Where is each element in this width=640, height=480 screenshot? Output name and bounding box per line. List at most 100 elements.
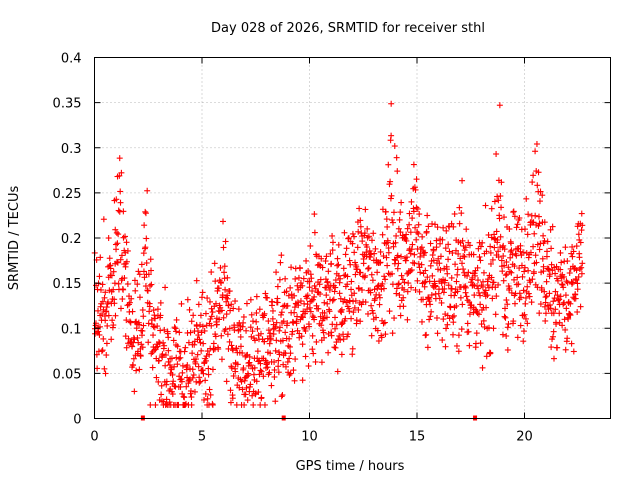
data-point [445,256,452,263]
data-point [527,249,534,256]
data-point [459,177,466,184]
data-point [305,363,312,370]
data-point [402,257,409,264]
data-point [322,258,329,265]
data-point [329,232,336,239]
data-point [213,321,220,328]
data-point [407,268,414,275]
data-point [278,311,285,318]
data-point [115,207,122,214]
data-point [514,334,521,341]
data-point [535,222,542,229]
data-point [455,348,462,355]
data-point [261,338,268,345]
plot-frame [94,57,611,419]
data-point [449,331,456,338]
data-point [403,237,410,244]
data-point [317,291,324,298]
data-point [207,316,214,323]
y-axis-label: SRMTID / TECUs [7,186,22,291]
data-point [273,269,280,276]
data-point [541,219,548,226]
data-point [123,344,130,351]
data-point [201,359,208,366]
data-point [452,261,459,268]
data-point [264,294,271,301]
data-point [418,318,425,325]
data-point [573,277,580,284]
data-point [118,169,125,176]
data-point [524,283,531,290]
data-point [323,314,330,321]
data-point [416,288,423,295]
data-point [381,273,388,280]
data-point [299,341,306,348]
data-point [495,248,502,255]
data-point [442,245,449,252]
data-point [331,344,338,351]
data-point [504,301,511,308]
data-point [564,335,571,342]
data-point [428,292,435,299]
data-point [562,244,569,251]
data-point [324,300,331,307]
data-point [517,294,524,301]
data-point [313,338,320,345]
data-point [430,257,437,264]
data-point [165,334,172,341]
data-point [96,323,103,330]
data-point [495,253,502,260]
data-point [257,330,264,337]
data-point [566,310,573,317]
data-point [380,285,387,292]
data-point [300,275,307,282]
data-point [477,257,484,264]
data-point [360,260,367,267]
data-point [528,299,535,306]
data-point [340,336,347,343]
data-point [500,277,507,284]
x-axis-label: GPS time / hours [296,459,405,474]
data-point [147,256,154,263]
data-point [414,205,421,212]
data-point [430,247,437,254]
data-point [351,249,358,256]
data-point [535,213,542,220]
data-point [442,277,449,284]
data-point [330,296,337,303]
data-point [424,274,431,281]
data-point [336,332,343,339]
data-point [355,285,362,292]
data-point [267,330,274,337]
data-point [520,328,527,335]
data-point [489,256,496,263]
data-point [384,262,391,269]
data-point [140,313,147,320]
data-point [483,248,490,255]
data-point [443,227,450,234]
data-point [110,286,117,293]
data-point [405,280,412,287]
data-point [286,355,293,362]
data-point [510,208,517,215]
data-point [134,334,141,341]
data-point [461,247,468,254]
data-point [560,273,567,280]
data-point [462,244,469,251]
data-point [558,259,565,266]
data-point [218,332,225,339]
data-point [328,260,335,267]
data-point [475,289,482,296]
data-point [266,369,273,376]
data-point [278,309,285,316]
data-point [177,354,184,361]
data-point [537,301,544,308]
data-point [482,287,489,294]
data-point [488,274,495,281]
data-point [382,331,389,338]
data-point [142,244,149,251]
data-point [364,265,371,272]
data-point [247,381,254,388]
data-point [434,224,441,231]
data-point [94,365,101,372]
